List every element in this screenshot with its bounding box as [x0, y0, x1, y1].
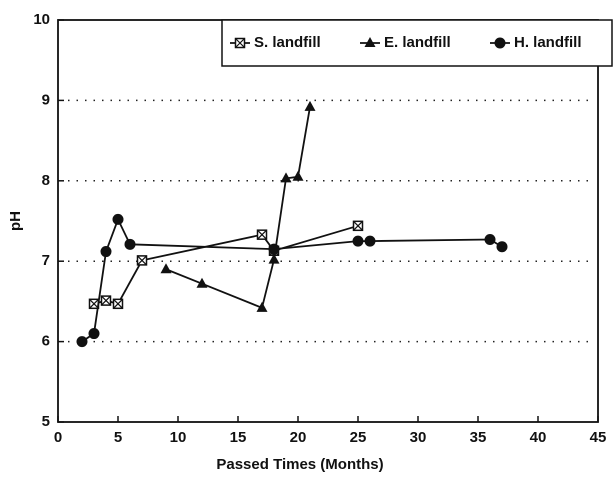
marker-cross	[353, 220, 363, 231]
marker	[256, 301, 268, 312]
marker	[160, 263, 172, 274]
marker	[268, 253, 280, 264]
y-tick-label: 8	[42, 172, 50, 189]
y-tick-label: 9	[42, 91, 50, 108]
marker-cross	[101, 295, 111, 306]
marker	[136, 255, 148, 266]
marker	[100, 246, 112, 258]
marker	[100, 295, 112, 306]
legend-box	[221, 19, 613, 67]
legend-label: S. landfill	[254, 34, 321, 51]
marker	[112, 298, 124, 310]
marker	[196, 277, 208, 288]
marker	[268, 243, 280, 255]
x-tick-label: 45	[590, 429, 607, 446]
marker	[280, 172, 292, 183]
marker	[494, 37, 506, 49]
x-axis-label: Passed Times (Months)	[216, 456, 383, 473]
marker-cross	[137, 255, 147, 266]
x-tick-label: 5	[114, 429, 122, 446]
y-tick-label: 6	[42, 333, 50, 350]
marker	[352, 220, 364, 232]
x-tick-label: 35	[470, 429, 487, 446]
marker	[364, 37, 376, 47]
legend-label: E. landfill	[384, 34, 451, 51]
series-line	[93, 224, 359, 305]
y-axis-label: pH	[7, 211, 24, 231]
legend-label: H. landfill	[514, 34, 582, 51]
plot-frame	[57, 19, 599, 423]
y-tick-label: 7	[42, 252, 50, 269]
series-line	[81, 217, 503, 343]
marker	[256, 229, 268, 240]
marker-cross	[113, 298, 123, 309]
x-tick-label: 40	[530, 429, 547, 446]
y-tick-label: 5	[42, 413, 50, 430]
marker	[88, 328, 100, 340]
x-tick-label: 30	[410, 429, 427, 446]
marker-cross	[235, 38, 245, 48]
marker	[352, 235, 364, 247]
marker	[304, 100, 316, 111]
series-line	[165, 106, 311, 310]
marker	[496, 241, 508, 253]
x-tick-label: 15	[230, 429, 247, 446]
marker	[364, 235, 376, 247]
legend: S. landfill E. landfill H. landfill	[221, 19, 613, 67]
x-tick-label: 20	[290, 429, 307, 446]
marker	[76, 336, 88, 348]
marker	[234, 37, 246, 49]
x-tick-label: 0	[54, 429, 62, 446]
marker-cross	[257, 229, 267, 240]
marker-cross	[89, 298, 99, 309]
x-tick-label: 10	[170, 429, 187, 446]
marker	[292, 170, 304, 181]
marker	[124, 238, 136, 250]
x-tick-label: 25	[350, 429, 367, 446]
marker	[484, 233, 496, 245]
marker	[112, 213, 124, 225]
y-tick-label: 10	[33, 11, 50, 28]
